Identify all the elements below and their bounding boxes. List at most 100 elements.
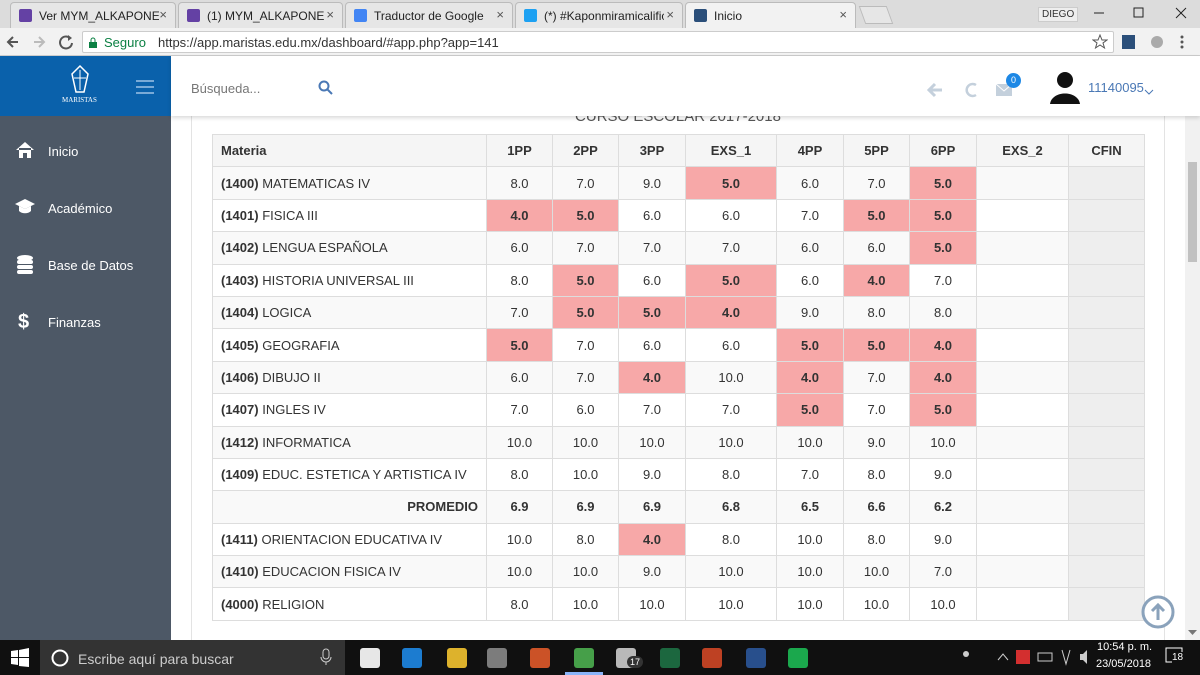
- taskbar-app[interactable]: [658, 646, 682, 670]
- grade-cell: 8.0: [486, 263, 553, 297]
- grade-cell: 7.0: [843, 360, 910, 395]
- taskbar-app[interactable]: [572, 646, 596, 670]
- grade-cell-empty: [976, 587, 1069, 621]
- subject-code: (1406): [221, 369, 259, 385]
- column-header: 4PP: [776, 133, 844, 168]
- grade-cell: 4.0: [685, 295, 777, 330]
- grade-cell: 5.0: [552, 263, 619, 297]
- grade-cell: 7.0: [843, 393, 910, 427]
- column-header: 5PP: [843, 133, 910, 168]
- tab-close[interactable]: ×: [496, 7, 504, 22]
- tab-close[interactable]: ×: [839, 7, 847, 22]
- grade-cell: 5.0: [486, 328, 553, 362]
- browser-tab[interactable]: Traductor de Google ×: [345, 2, 513, 28]
- sidebar-icon[interactable]: $: [14, 311, 36, 333]
- grade-cell: 10.0: [776, 425, 844, 459]
- grade-cell: 6.0: [685, 198, 777, 233]
- user-caret[interactable]: [1144, 83, 1154, 95]
- browser-tab[interactable]: (1) MYM_ALKAPONE ×: [178, 2, 343, 28]
- taskbar-app[interactable]: [786, 646, 810, 670]
- header-icons[interactable]: [926, 80, 1016, 100]
- section-heading: CURSO ESCOLAR 2017-2018: [575, 116, 781, 125]
- tab-close[interactable]: ×: [666, 7, 674, 22]
- subject-name: EDUC. ESTETICA Y ARTISTICA IV: [262, 467, 467, 483]
- taskbar-search[interactable]: [40, 640, 345, 675]
- omnibox[interactable]: [82, 31, 1114, 53]
- scroll-top-button[interactable]: [1141, 595, 1175, 629]
- taskbar-app[interactable]: [358, 646, 382, 670]
- tab-title: (*) #Kaponmiramicalificac: [544, 9, 664, 23]
- user-name[interactable]: 11140095: [1088, 80, 1144, 95]
- clock-date[interactable]: 23/05/2018: [1096, 658, 1152, 670]
- tray-icons[interactable]: [958, 646, 1088, 668]
- grade-cell: 6.0: [843, 231, 910, 265]
- grade-cell: 9.0: [776, 295, 844, 330]
- final-grade-cell: [1068, 555, 1145, 589]
- grade-cell-empty: [976, 425, 1069, 459]
- nav-buttons[interactable]: [4, 32, 80, 52]
- browser-tab[interactable]: Ver MYM_ALKAPONE en×: [10, 2, 176, 28]
- start-button[interactable]: [10, 648, 30, 668]
- tab-close[interactable]: ×: [326, 7, 334, 22]
- grade-cell: 10.0: [618, 425, 686, 459]
- sidebar-item[interactable]: Finanzas: [48, 315, 101, 330]
- grade-cell: 10.0: [909, 425, 977, 459]
- taskbar-app[interactable]: [744, 646, 768, 670]
- final-grade-cell: [1068, 360, 1145, 395]
- taskbar-app[interactable]: [528, 646, 552, 670]
- window-controls[interactable]: [1090, 4, 1190, 22]
- clock-time[interactable]: 10:54 p. m.: [1097, 641, 1153, 653]
- taskbar-app[interactable]: [400, 646, 424, 670]
- taskbar-app[interactable]: [700, 646, 724, 670]
- sidebar-icon[interactable]: [14, 254, 36, 276]
- final-grade-cell: [1068, 457, 1145, 492]
- column-header: 3PP: [618, 133, 686, 168]
- subject-row: (1400) MATEMATICAS IV 8.0 7.0 9.0 5.0 6.0 7.0 5…: [212, 166, 1145, 200]
- sidebar-item[interactable]: Académico: [48, 201, 113, 216]
- sidebar-icon[interactable]: [14, 140, 36, 162]
- search-input[interactable]: Búsqueda...: [191, 81, 261, 96]
- grade-cell: 5.0: [685, 263, 777, 297]
- grade-cell: 10.0: [685, 360, 777, 395]
- final-grade-cell: [1068, 587, 1145, 621]
- subject-code: (1404): [221, 305, 259, 321]
- search-icon[interactable]: [318, 80, 334, 96]
- subject-code: (1412): [221, 434, 259, 450]
- subject-row: (1410) EDUCACION FISICA IV 10.0 10.0 9.0 10.…: [212, 555, 1145, 589]
- grade-cell-empty: [976, 263, 1069, 297]
- column-header: EXS_1: [685, 133, 777, 168]
- subject-row: (1401) FISICA III 4.0 5.0 6.0 6.0 7.0 5.0 5.0: [212, 198, 1145, 233]
- grade-cell: 10.0: [685, 555, 777, 589]
- profile-name: DIEGO: [1038, 7, 1079, 22]
- subject-code: (1409): [221, 467, 259, 483]
- taskbar-app[interactable]: [485, 646, 509, 670]
- subject-code: (1401): [221, 207, 259, 223]
- tab-close[interactable]: ×: [159, 7, 167, 22]
- column-header: 1PP: [486, 133, 553, 168]
- grade-cell: 10.0: [486, 425, 553, 459]
- sidebar-item[interactable]: Base de Datos: [48, 258, 134, 273]
- url: https://app.maristas.edu.mx/dashboard/#a…: [158, 35, 499, 50]
- subject-name: GEOGRAFIA: [262, 337, 340, 353]
- grade-cell: 4.0: [486, 198, 553, 233]
- taskbar-app[interactable]: [445, 646, 469, 670]
- grade-cell-empty: [976, 522, 1069, 557]
- sidebar-item[interactable]: Inicio: [48, 144, 79, 159]
- browser-tab[interactable]: Inicio ×: [685, 2, 856, 28]
- grade-cell-empty: [976, 198, 1069, 233]
- menu-toggle[interactable]: [136, 80, 154, 94]
- bookmark-star[interactable]: [1091, 33, 1109, 50]
- extensions[interactable]: [1120, 33, 1196, 51]
- grade-cell: 4.0: [618, 522, 686, 557]
- user-avatar[interactable]: [1050, 70, 1080, 104]
- scrollbar-thumb[interactable]: [1188, 162, 1197, 262]
- browser-tab[interactable]: (*) #Kaponmiramicalificac×: [515, 2, 683, 28]
- svg-text:$: $: [18, 311, 29, 333]
- sidebar-icon[interactable]: [14, 197, 36, 219]
- final-grade-cell: [1068, 295, 1145, 330]
- tab-title: Inicio: [714, 9, 743, 23]
- mail-badge: 0: [1006, 73, 1021, 88]
- grade-cell: 6.9: [552, 490, 619, 524]
- grade-cell: 5.0: [552, 198, 619, 233]
